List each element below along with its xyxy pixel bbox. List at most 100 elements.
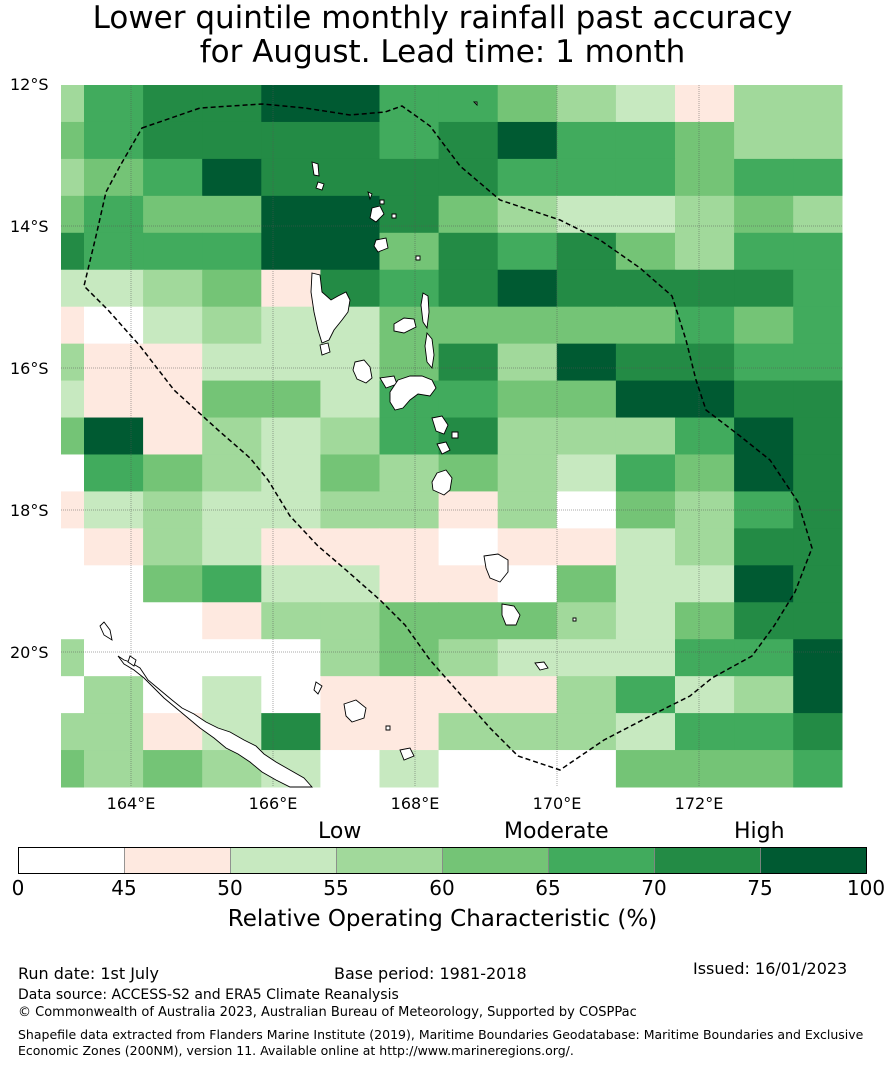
grid-cell xyxy=(84,232,144,271)
grid-cell xyxy=(734,195,794,234)
grid-cell xyxy=(320,565,380,603)
grid-cell xyxy=(202,306,262,345)
grid-cell xyxy=(202,602,262,640)
grid-cell xyxy=(61,528,85,566)
grid-cell xyxy=(143,306,203,345)
grid-cell xyxy=(497,750,558,788)
grid-cell xyxy=(615,380,676,419)
grid-cell xyxy=(734,750,794,788)
grid-cell xyxy=(497,639,558,677)
grid-cell xyxy=(84,85,144,123)
grid-cell xyxy=(61,454,85,492)
shapefile-credit-line1: Shapefile data extracted from Flanders M… xyxy=(18,1027,864,1042)
grid-cell xyxy=(438,602,499,640)
grid-cell xyxy=(793,602,843,640)
grid-cell xyxy=(84,528,144,566)
eez-boundary xyxy=(83,103,813,771)
grid-cell xyxy=(261,158,321,197)
grid-cell xyxy=(497,85,558,123)
grid-cell xyxy=(615,158,676,197)
grid-cell xyxy=(793,565,843,603)
grid-cell xyxy=(438,195,499,234)
grid-cell xyxy=(320,454,380,492)
grid-cell xyxy=(556,306,617,345)
colorbar-tick-label: 0 xyxy=(11,876,25,900)
grid-cell xyxy=(379,417,440,455)
grid-cell xyxy=(202,565,262,603)
grid-cell xyxy=(379,85,440,123)
colorbar-segment xyxy=(654,847,761,874)
grid-cell xyxy=(143,121,203,160)
torres-islands xyxy=(367,191,373,201)
grid-cell xyxy=(734,343,794,382)
grid-cell xyxy=(615,121,676,160)
grid-cell xyxy=(202,85,262,123)
grid-cell xyxy=(143,158,203,197)
grid-cell xyxy=(84,306,144,345)
grid-cell xyxy=(61,380,85,419)
grid-cell xyxy=(84,676,144,714)
grid-cell xyxy=(143,417,203,455)
grid-cell xyxy=(143,269,203,308)
grid-cell xyxy=(734,528,794,566)
grid-cell xyxy=(497,713,558,751)
run-date: Run date: 1st July xyxy=(18,964,159,983)
ouvea-island xyxy=(313,681,323,695)
grid-cell xyxy=(793,195,843,234)
gaua-island xyxy=(373,237,389,253)
grid-cell xyxy=(734,269,794,308)
grid-cell xyxy=(734,417,794,455)
grid-cell xyxy=(497,158,558,197)
hunter-island xyxy=(534,661,549,671)
grid-cell xyxy=(675,454,735,492)
colorbar-tick-label: 60 xyxy=(429,876,455,900)
grid-cell xyxy=(675,343,735,382)
lat-label-20s: 20°S xyxy=(10,643,49,662)
maewo-island xyxy=(420,292,430,330)
banks-island-1 xyxy=(311,161,320,177)
grid-cell xyxy=(84,713,144,751)
grid-cell xyxy=(320,195,380,234)
grid-cell xyxy=(61,417,85,455)
grid-cell xyxy=(556,158,617,197)
grid-cell xyxy=(556,232,617,271)
tiny-island-1 xyxy=(379,199,385,205)
map-title-line2: for August. Lead time: 1 month xyxy=(199,34,686,70)
colorbar-segment xyxy=(336,847,443,874)
grid-cell xyxy=(734,565,794,603)
tiga-island xyxy=(385,725,391,731)
grid-cell xyxy=(793,639,843,677)
grid-cell xyxy=(675,121,735,160)
tiny-island-4 xyxy=(472,101,478,107)
grid-cell xyxy=(615,85,676,123)
grid-cell xyxy=(61,491,85,529)
tanna-island xyxy=(431,469,453,496)
grid-cell xyxy=(143,380,203,419)
grid-cell xyxy=(202,269,262,308)
grid-cell xyxy=(84,417,144,455)
grid-cell xyxy=(675,306,735,345)
colorbar-tick-label: 55 xyxy=(323,876,349,900)
grid-cell xyxy=(202,639,262,677)
grid-cell xyxy=(379,528,440,566)
shapefile-credit-line2: Economic Zones (200NM), version 11. Avai… xyxy=(18,1043,574,1058)
data-source: Data source: ACCESS-S2 and ERA5 Climate … xyxy=(18,987,399,1003)
grid-cell xyxy=(261,602,321,640)
grid-cell xyxy=(143,602,203,640)
grid-cell xyxy=(556,417,617,455)
grid-cell xyxy=(497,454,558,492)
tiny-island-2 xyxy=(415,255,421,261)
grid-cell xyxy=(793,158,843,197)
grid-cell xyxy=(497,380,558,419)
grid-cell xyxy=(793,232,843,271)
grid-cell xyxy=(556,565,617,603)
grid-cell xyxy=(675,639,735,677)
grid-cell xyxy=(734,158,794,197)
grid-cell xyxy=(615,639,676,677)
grid-cell xyxy=(261,454,321,492)
grid-cell xyxy=(734,232,794,271)
grid-cell xyxy=(261,676,321,714)
grid-cell xyxy=(556,639,617,677)
grid-cell xyxy=(556,602,617,640)
grid-cell xyxy=(143,750,203,788)
